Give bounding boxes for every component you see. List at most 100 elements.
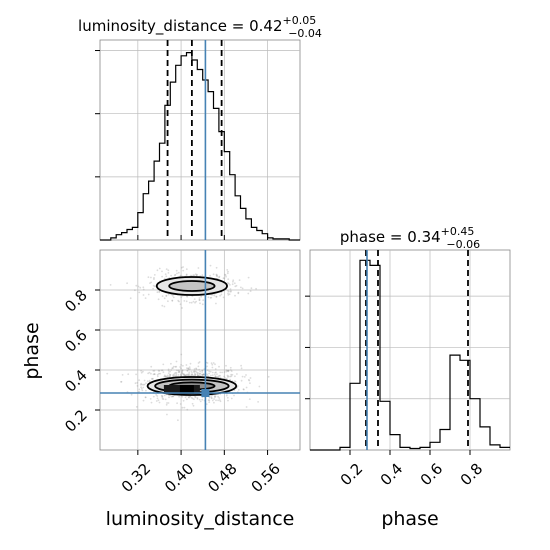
scatter-point	[218, 276, 221, 279]
scatter-point	[209, 370, 212, 373]
scatter-point	[166, 413, 168, 416]
scatter-point	[186, 367, 188, 369]
scatter-point	[162, 398, 165, 400]
scatter-point	[216, 275, 219, 278]
scatter-point	[218, 275, 221, 278]
scatter-point	[257, 401, 259, 403]
scatter-point	[135, 284, 138, 287]
scatter-point	[249, 290, 252, 292]
scatter-point	[185, 274, 188, 276]
scatter-point	[215, 274, 218, 277]
scatter-point	[172, 365, 175, 368]
scatter-point	[134, 382, 137, 385]
scatter-point	[230, 290, 232, 292]
scatter-point	[152, 373, 155, 376]
scatter-point	[224, 377, 227, 379]
scatter-point	[225, 370, 228, 373]
scatter-point	[226, 272, 229, 275]
scatter-point	[193, 368, 196, 370]
scatter-point	[227, 369, 230, 372]
scatter-point	[227, 376, 229, 378]
scatter-point	[196, 374, 199, 376]
scatter-point	[156, 375, 159, 378]
scatter-point	[194, 374, 197, 377]
scatter-point	[220, 293, 223, 296]
scatter-point	[192, 300, 195, 303]
scatter-point	[227, 292, 229, 295]
scatter-point	[177, 271, 180, 274]
scatter-point	[181, 406, 184, 409]
scatter-point	[152, 395, 155, 398]
scatter-point	[178, 370, 181, 373]
scatter-point	[214, 375, 217, 377]
scatter-point	[143, 379, 146, 382]
scatter-point	[240, 367, 243, 370]
scatter-point	[148, 379, 151, 382]
scatter-point	[216, 375, 219, 378]
scatter-point	[167, 402, 170, 404]
scatter-point	[233, 282, 236, 285]
scatter-point	[210, 396, 213, 399]
scatter-point	[149, 398, 152, 400]
scatter-point	[150, 365, 153, 368]
scatter-point	[178, 300, 181, 303]
scatter-point	[245, 386, 248, 389]
scatter-point	[142, 370, 144, 373]
scatter-point	[155, 400, 158, 402]
scatter-point	[167, 368, 170, 371]
scatter-point	[170, 369, 173, 371]
scatter-point	[169, 370, 171, 373]
scatter-point	[240, 364, 243, 367]
scatter-point	[180, 296, 183, 299]
scatter-point	[174, 365, 177, 368]
scatter-point	[161, 295, 164, 297]
scatter-point	[191, 373, 193, 376]
scatter-point	[237, 291, 240, 294]
scatter-point	[144, 396, 147, 399]
scatter-point	[157, 298, 160, 301]
scatter-point	[171, 299, 174, 302]
joint-ytick-label-3: 0.8	[61, 286, 91, 316]
scatter-point	[187, 374, 190, 376]
scatter-point	[160, 394, 163, 397]
scatter-point	[236, 373, 238, 375]
scatter-point	[150, 276, 152, 279]
scatter-point	[225, 275, 227, 278]
scatter-point	[210, 397, 213, 400]
scatter-point	[181, 371, 184, 374]
scatter-point	[181, 370, 184, 372]
scatter-point	[231, 373, 234, 376]
scatter-point	[185, 373, 188, 376]
scatter-point	[226, 269, 229, 271]
scatter-point	[150, 281, 153, 284]
phase-xtick-label-0: 0.2	[337, 460, 367, 490]
scatter-point	[151, 378, 154, 380]
scatter-point	[206, 365, 208, 368]
scatter-point	[193, 370, 196, 372]
scatter-point	[181, 369, 184, 372]
scatter-point	[227, 399, 229, 402]
scatter-point	[242, 388, 245, 390]
scatter-point	[146, 380, 149, 383]
scatter-point	[156, 395, 159, 397]
scatter-point	[153, 373, 156, 376]
scatter-point	[258, 385, 261, 388]
scatter-point	[197, 374, 200, 377]
scatter-point	[234, 380, 236, 382]
scatter-point	[217, 376, 220, 378]
scatter-point	[218, 399, 221, 401]
scatter-point	[223, 371, 226, 373]
scatter-point	[178, 369, 181, 372]
lumdist-histogram-step	[100, 52, 300, 241]
scatter-point	[224, 273, 226, 276]
scatter-point	[197, 374, 199, 377]
scatter-point	[145, 382, 147, 384]
scatter-point	[188, 301, 191, 304]
scatter-point	[250, 287, 253, 290]
scatter-point	[168, 375, 171, 378]
scatter-point	[210, 395, 213, 397]
scatter-point	[213, 373, 216, 376]
scatter-point	[174, 371, 177, 374]
scatter-point	[185, 268, 188, 271]
scatter-point	[243, 376, 246, 378]
